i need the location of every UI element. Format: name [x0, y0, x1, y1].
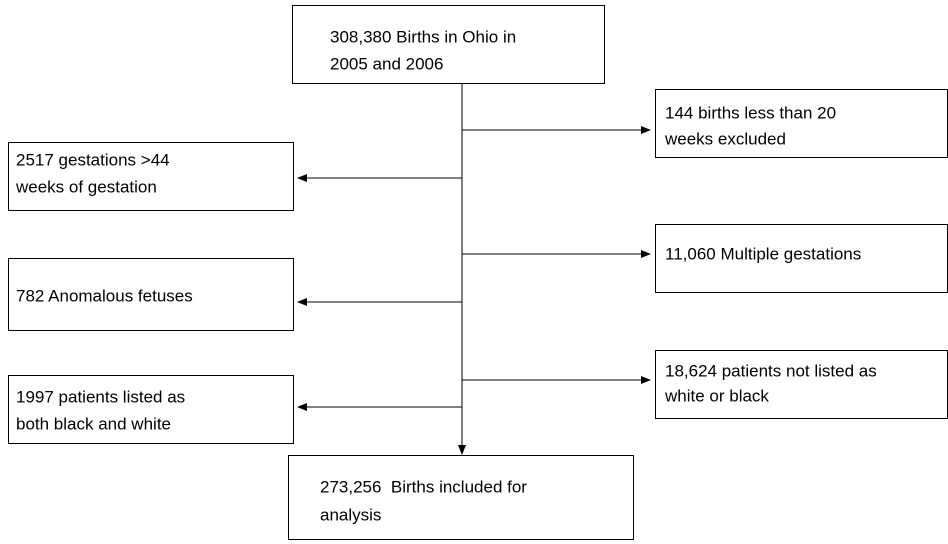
- node-text: 144 births less than 20: [665, 103, 836, 122]
- node-box: [655, 350, 948, 419]
- node-text: 2517 gestations >44: [16, 150, 170, 169]
- node-text: both black and white: [16, 414, 171, 433]
- node-text: 11,060 Multiple gestations: [665, 244, 861, 263]
- node-box: [655, 224, 948, 293]
- node-box: [8, 375, 294, 444]
- node-text: white or black: [664, 386, 769, 405]
- node-text: analysis: [320, 505, 381, 524]
- node-box: [8, 142, 294, 211]
- node-text: 273,256 Births included for: [320, 477, 527, 496]
- node-box: [655, 89, 948, 158]
- node-box: [292, 5, 605, 84]
- node-box: [288, 455, 634, 540]
- node-text: 308,380 Births in Ohio in: [330, 27, 516, 46]
- node-text: 782 Anomalous fetuses: [16, 286, 193, 305]
- node-text: weeks of gestation: [15, 177, 157, 196]
- node-text: 1997 patients listed as: [16, 387, 185, 406]
- node-box: [8, 258, 294, 331]
- node-text: 2005 and 2006: [330, 54, 443, 73]
- node-text: 18,624 patients not listed as: [665, 361, 877, 380]
- node-text: weeks excluded: [664, 129, 786, 148]
